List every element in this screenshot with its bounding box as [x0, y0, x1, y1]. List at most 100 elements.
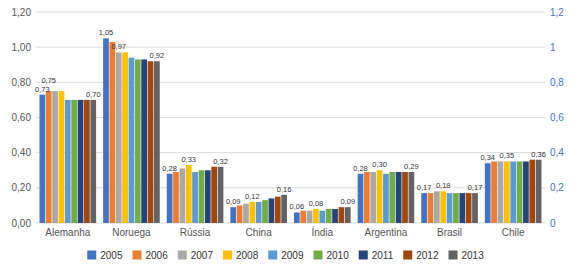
legend-label: 2013: [462, 250, 485, 261]
bar: [313, 209, 319, 223]
data-label: 0,17: [417, 183, 432, 192]
legend-item: 2007: [178, 250, 214, 261]
bars: [39, 38, 541, 223]
bar: [307, 211, 313, 223]
legend-label: 2012: [416, 250, 439, 261]
legend-swatch: [449, 251, 458, 260]
data-label: 0,28: [162, 164, 177, 173]
bar: [71, 100, 77, 223]
data-label: 0,73: [35, 85, 50, 94]
bar: [173, 172, 179, 223]
y2-tick-label: 0,2: [550, 182, 564, 193]
bar: [59, 91, 65, 223]
bar: [523, 161, 529, 223]
bar: [122, 52, 128, 223]
chart: 0,000,200,400,600,801,001,2000,20,40,60,…: [0, 0, 571, 269]
bar: [249, 202, 255, 223]
bar: [326, 209, 332, 223]
data-label: 0,34: [480, 153, 495, 162]
bar: [205, 170, 211, 223]
legend-item: 2005: [87, 250, 123, 261]
bar: [447, 193, 453, 223]
axes: 0,000,200,400,600,801,001,2000,20,40,60,…: [12, 7, 565, 239]
data-label: 0,92: [150, 51, 165, 60]
legend-item: 2011: [359, 250, 394, 261]
bar: [421, 193, 427, 223]
y-tick-label: 0,40: [12, 147, 32, 158]
legend-label: 2006: [145, 250, 168, 261]
bar: [135, 59, 141, 223]
y-tick-label: 1,20: [12, 7, 32, 18]
data-label: 0,70: [86, 90, 101, 99]
y2-tick-label: 1: [550, 42, 556, 53]
y2-tick-label: 0,4: [550, 147, 564, 158]
y2-tick-label: 1,2: [550, 7, 564, 18]
data-label: 0,17: [468, 183, 483, 192]
bar: [275, 197, 281, 223]
x-tick-label: China: [246, 227, 273, 238]
x-tick-label: Noruega: [112, 227, 151, 238]
data-label: 0,36: [531, 150, 546, 159]
bar: [332, 209, 338, 223]
bar: [243, 204, 249, 223]
y-tick-label: 0,80: [12, 77, 32, 88]
bar: [466, 193, 472, 223]
bar: [103, 38, 109, 223]
bar: [294, 212, 300, 223]
legend-swatch: [268, 251, 277, 260]
bar: [339, 207, 345, 223]
x-tick-label: Rússia: [180, 227, 211, 238]
data-label: 1,05: [99, 28, 114, 37]
bar: [377, 170, 383, 223]
legend-label: 2008: [236, 250, 259, 261]
bar: [453, 193, 459, 223]
bar: [218, 167, 224, 223]
bar: [52, 91, 58, 223]
data-label: 0,09: [226, 197, 241, 206]
y2-tick-label: 0,8: [550, 77, 564, 88]
bar: [396, 172, 402, 223]
bar: [485, 163, 491, 223]
legend-item: 2010: [313, 250, 349, 261]
bar: [510, 161, 516, 223]
legend-item: 2006: [132, 250, 168, 261]
bar: [402, 172, 408, 223]
y-tick-label: 1,00: [12, 42, 32, 53]
bar: [90, 100, 96, 223]
legend-swatch: [132, 251, 141, 260]
data-label: 0,29: [404, 162, 419, 171]
bar: [78, 100, 84, 223]
legend-label: 2007: [191, 250, 214, 261]
y-tick-label: 0,20: [12, 182, 32, 193]
bar: [109, 42, 115, 223]
bar: [186, 165, 192, 223]
bar: [269, 198, 275, 223]
grid-line: [36, 12, 545, 13]
legend-swatch: [403, 251, 412, 260]
bar: [199, 170, 205, 223]
bar: [504, 161, 510, 223]
bar: [46, 91, 52, 223]
x-tick-label: Alemanha: [45, 227, 90, 238]
bar: [256, 202, 262, 223]
legend-item: 2008: [223, 250, 259, 261]
bar: [116, 52, 122, 223]
data-label: 0,06: [290, 202, 305, 211]
legend-item: 2013: [449, 250, 485, 261]
bar: [39, 95, 45, 223]
bar: [345, 207, 351, 223]
data-label: 0,30: [372, 160, 387, 169]
y2-tick-label: 0,6: [550, 112, 564, 123]
bar: [517, 161, 523, 223]
bar: [409, 172, 415, 223]
bar: [491, 161, 497, 223]
x-tick-label: Argentina: [365, 227, 408, 238]
bar: [211, 167, 217, 223]
legend-swatch: [359, 251, 368, 260]
bar: [300, 211, 306, 223]
bar: [389, 172, 395, 223]
data-label: 0,08: [309, 199, 324, 208]
data-label: 0,75: [41, 76, 56, 85]
bar: [84, 100, 90, 223]
bar: [167, 174, 173, 223]
